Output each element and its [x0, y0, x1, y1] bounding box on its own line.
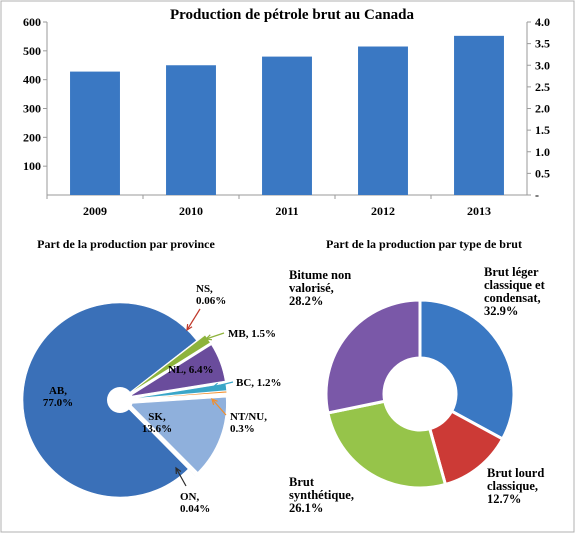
- donut-slice-label: Bitume non valorisé, 28.2%: [289, 268, 351, 308]
- bar-y2-tick-label: 3.0: [535, 58, 550, 72]
- pie-slice-label: ON, 0.04%: [180, 491, 210, 515]
- bar-y2-tick-labels: - 0.5 1.0 1.5 2.0 2.5 3.0 3.5 4.0: [535, 15, 550, 202]
- bar-y2-tick-label: 3.5: [535, 37, 550, 51]
- bar-x-tick-label: 2009: [83, 204, 107, 218]
- bar-x-tick-label: 2012: [371, 204, 395, 218]
- bar-y-tick-label: 200: [23, 130, 41, 144]
- donut-slice: [326, 399, 448, 490]
- pie-slice: [126, 406, 196, 477]
- bar-series: [70, 35, 504, 196]
- pie-leader-line: [212, 381, 234, 388]
- donut-slice: [324, 298, 422, 415]
- pie-slice-label: NL, 6.4%: [168, 364, 214, 376]
- pie-leader-line: [205, 332, 225, 340]
- pie-leader-arrow: [211, 397, 218, 405]
- crude-type-donut-slices: [324, 298, 516, 490]
- bar-chart: Production de pétrole brut au Canada 200…: [23, 7, 550, 218]
- pie-slice: [128, 396, 227, 473]
- bar-y-tick-label: 600: [23, 15, 41, 29]
- province-pie-title: Part de la production par province: [37, 237, 215, 251]
- bar-y-tick-label: 100: [23, 159, 41, 173]
- bar-x-tick-label: 2011: [275, 204, 298, 218]
- bar-y2-tick-label: -: [535, 188, 539, 202]
- pie-leader-line: [175, 467, 187, 487]
- province-pie-slices: [22, 302, 228, 498]
- bar: [358, 46, 408, 196]
- bar-y2-tick-label: 0.5: [535, 166, 550, 180]
- province-pie-labels: AB, 77.0% NS, 0.06% MB, 1.5% NL, 6.4% BC, 1.2%…: [43, 283, 282, 515]
- bar: [166, 65, 216, 195]
- donut-slice-label: Brut synthétique, 26.1%: [289, 475, 354, 515]
- bar-y2-tick-label: 1.5: [535, 123, 550, 137]
- bar: [454, 35, 504, 196]
- pie-leader-line: [186, 308, 201, 331]
- donut-slice-label: Brut léger classique et condensat, 32.9%: [484, 265, 546, 318]
- pie-slice: [127, 334, 206, 395]
- pie-leader-arrow: [204, 334, 213, 341]
- bar-y-tick-label: 300: [23, 102, 41, 116]
- pie-slice-label: AB, 77.0%: [43, 385, 73, 409]
- province-pie-chart: Part de la production par province AB, 77…: [22, 237, 282, 515]
- bar-y2-tick-label: 2.5: [535, 80, 550, 94]
- bar: [70, 71, 120, 195]
- donut-slice: [418, 298, 516, 441]
- bar-x-tick-label: 2013: [467, 204, 491, 218]
- crude-type-donut-labels: Brut léger classique et condensat, 32.9% Bru…: [289, 265, 546, 515]
- bar-y-tick-label: 400: [23, 73, 41, 87]
- bar-x-tick-labels: 2009 2010 2011 2012 2013: [83, 204, 491, 218]
- pie-slice-label: NS, 0.06%: [196, 283, 226, 307]
- bar-y-tick-labels: 100 200 300 400 500 600: [23, 15, 41, 173]
- pie-slice-label: BC, 1.2%: [236, 377, 282, 389]
- pie-leader-arrow: [175, 466, 182, 475]
- bar-y2-tick-label: 1.0: [535, 145, 550, 159]
- pie-leader-line: [211, 398, 227, 416]
- pie-leader-arrow: [186, 323, 193, 332]
- bar: [262, 56, 312, 195]
- pie-slice: [129, 390, 228, 400]
- donut-slice-label: Brut lourd classique, 12.7%: [487, 466, 544, 506]
- bar-y-tick-label: 500: [23, 44, 41, 58]
- pie-slice-label: NT/NU, 0.3%: [230, 411, 267, 435]
- pie-slice-label: SK, 13.6%: [142, 411, 172, 435]
- pie-slice-label: MB, 1.5%: [228, 328, 276, 340]
- pie-leader-arrow: [211, 382, 219, 389]
- crude-type-donut-chart: Part de la production par type de brut B…: [289, 237, 546, 515]
- pie-slice: [129, 344, 226, 397]
- pie-center-hole: [107, 387, 133, 413]
- bar-y2-tick-label: 4.0: [535, 15, 550, 29]
- bar-y2-tick-label: 2.0: [535, 102, 550, 116]
- crude-type-donut-title: Part de la production par type de brut: [326, 237, 522, 251]
- bar-x-tick-label: 2010: [179, 204, 203, 218]
- bar-chart-title: Production de pétrole brut au Canada: [170, 7, 415, 23]
